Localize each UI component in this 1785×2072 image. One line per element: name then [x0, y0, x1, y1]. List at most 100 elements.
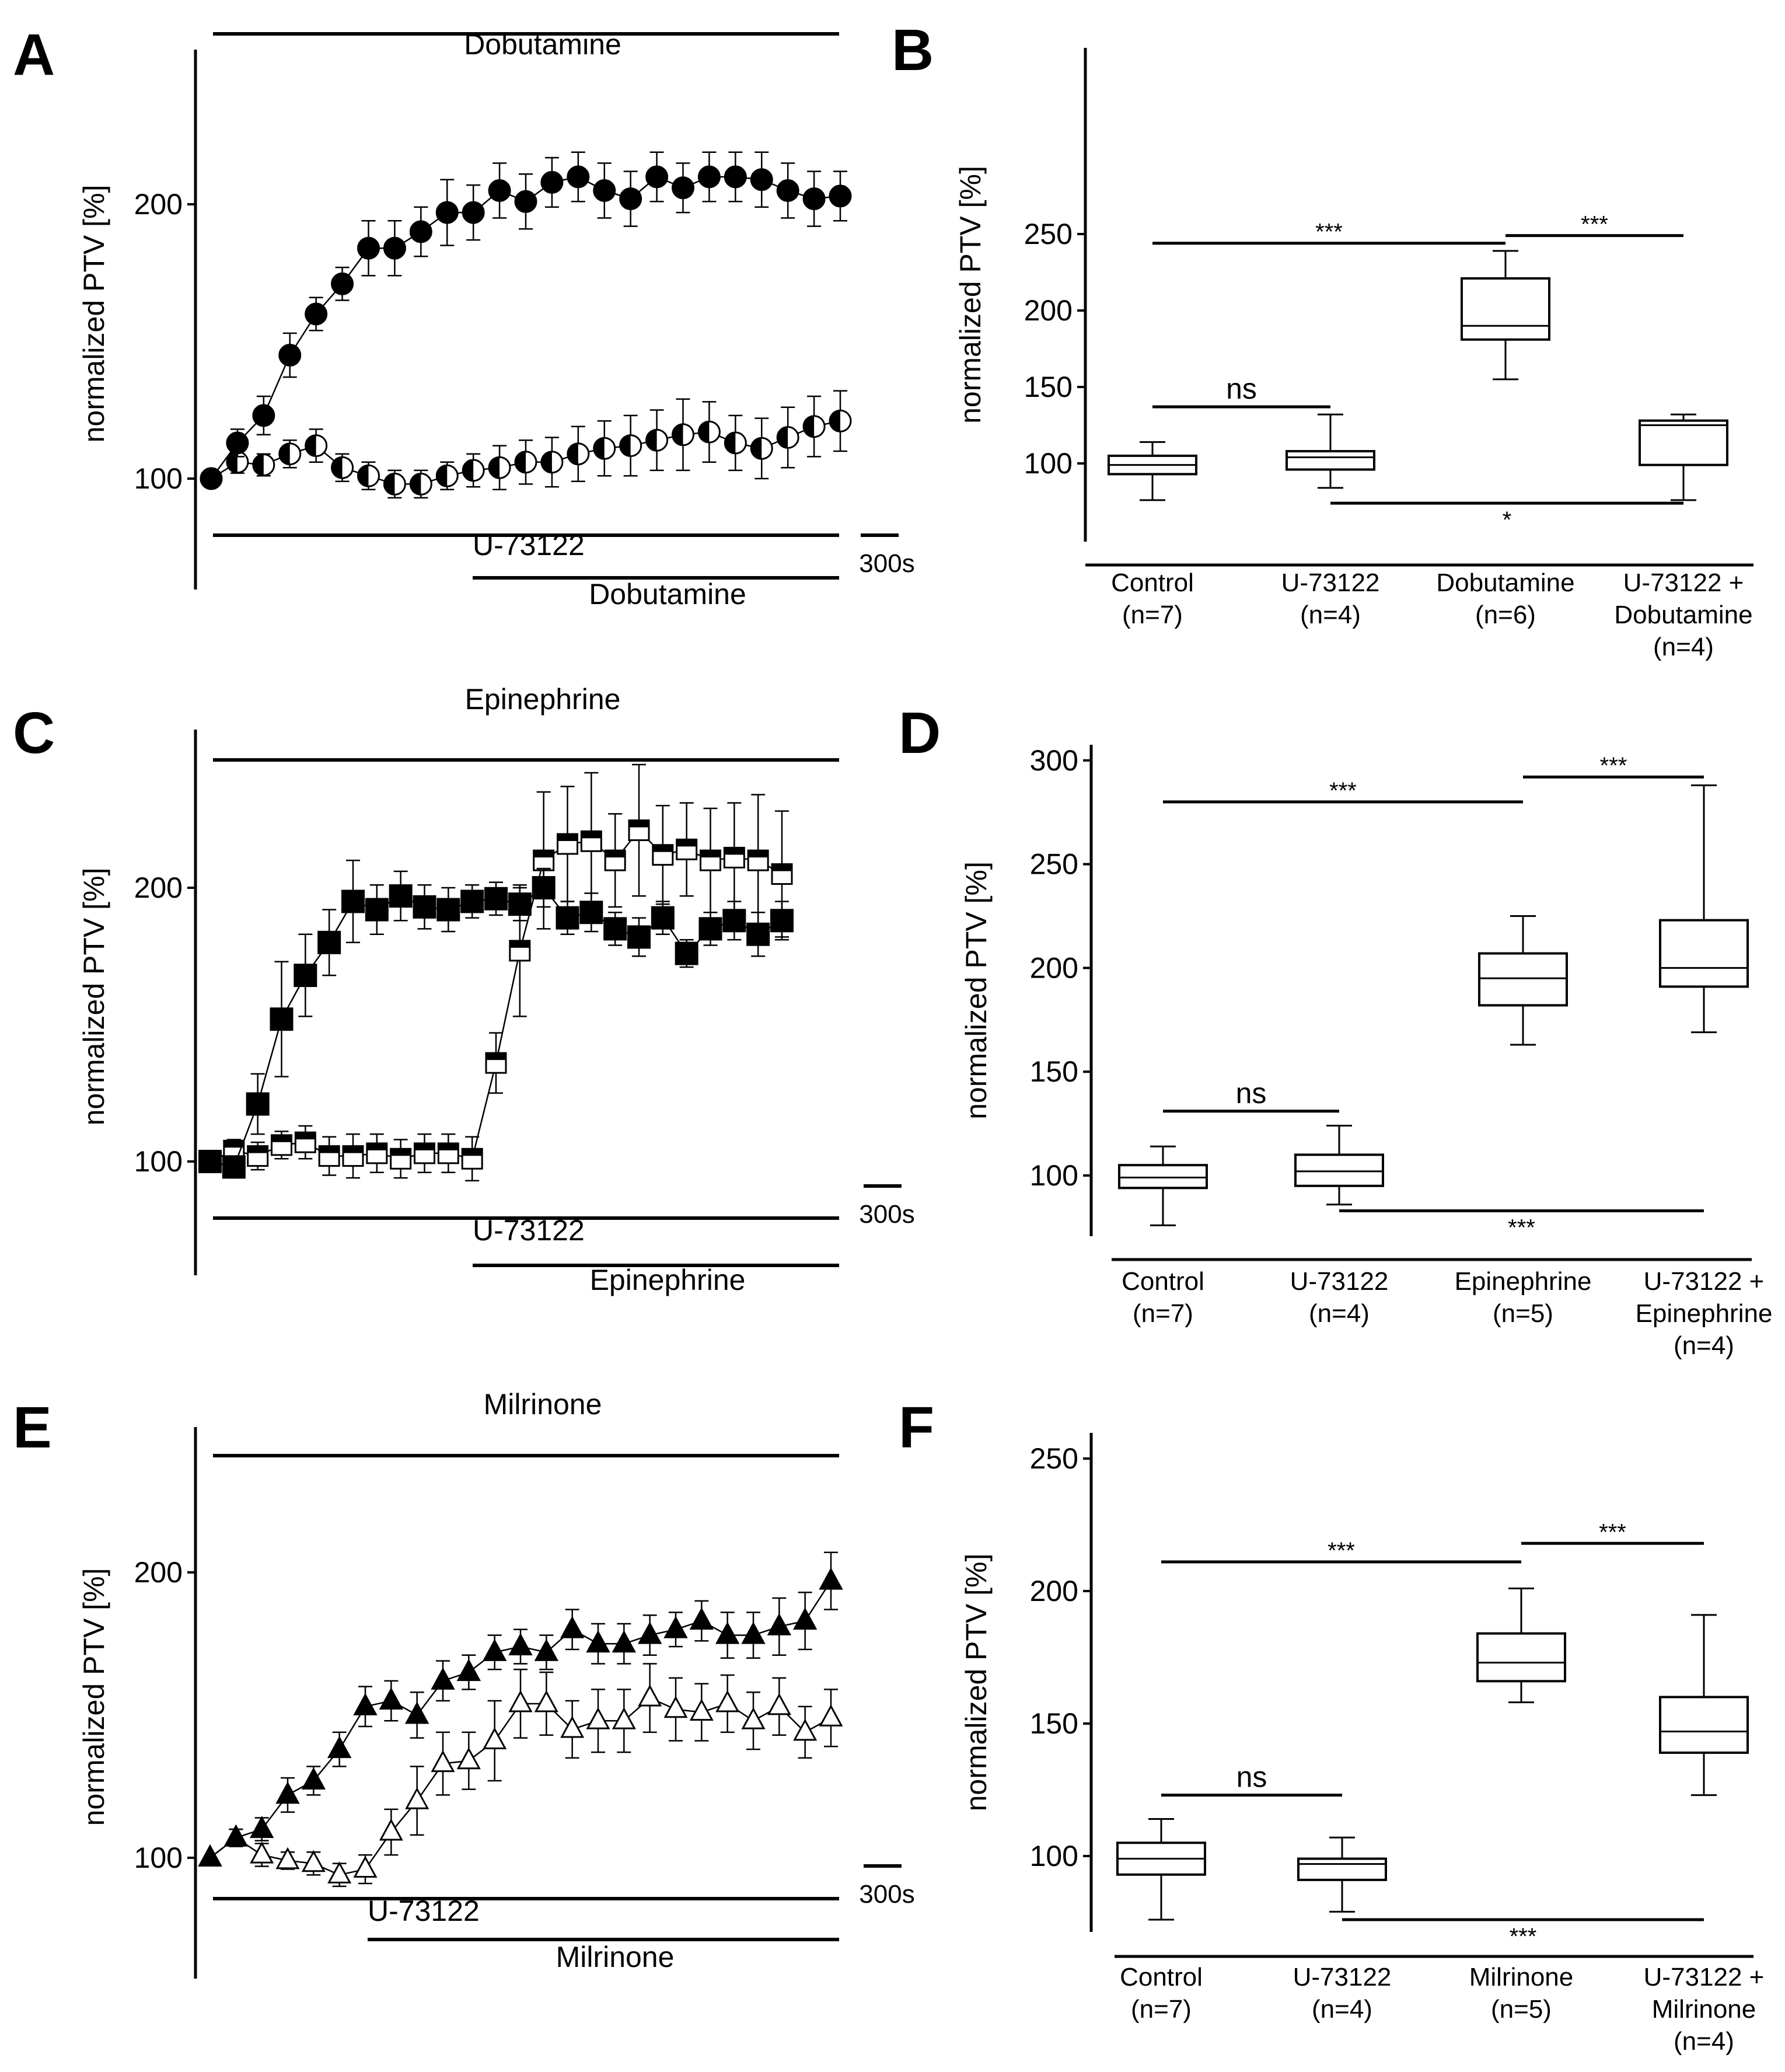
y-tick-label: 250 — [1024, 218, 1073, 250]
series-0 — [198, 1551, 843, 1867]
data-point — [514, 190, 537, 213]
box-0 — [1118, 1145, 1208, 1226]
box-iqr — [1118, 1164, 1208, 1190]
data-point — [593, 179, 616, 202]
x-category-label: Milrinone — [1652, 1995, 1756, 2024]
data-point — [663, 1616, 688, 1638]
x-category-label: Milrinone — [1469, 1963, 1574, 1991]
data-point — [802, 415, 826, 438]
data-point — [275, 1781, 300, 1804]
x-category-label: Epinephrine — [1636, 1299, 1773, 1328]
data-point — [819, 1567, 843, 1590]
series-1 — [200, 390, 852, 499]
data-point — [252, 454, 275, 476]
series-0 — [198, 859, 794, 1179]
panel-letter: E — [13, 1395, 52, 1460]
y-tick-label: 200 — [1030, 951, 1078, 984]
data-point — [722, 909, 746, 933]
significance-label: * — [1503, 507, 1512, 533]
data-point — [390, 1147, 412, 1170]
data-point — [341, 890, 365, 913]
panel-letter: A — [13, 22, 55, 88]
data-point — [793, 1718, 818, 1741]
significance-bracket: *** — [1505, 212, 1683, 238]
combined-treatment-label: Dobutamine — [589, 578, 746, 611]
data-point — [383, 236, 406, 260]
data-point — [603, 917, 627, 941]
x-category-label: Dobutamine — [1614, 601, 1752, 629]
box-3 — [1659, 1614, 1749, 1797]
data-point — [431, 1667, 455, 1690]
y-tick-label: 300 — [1030, 744, 1078, 777]
data-point — [580, 830, 602, 852]
significance-bracket: *** — [1161, 1538, 1521, 1564]
data-point — [246, 1092, 270, 1116]
data-point — [560, 1616, 585, 1638]
data-point — [413, 895, 436, 919]
data-point — [723, 846, 745, 868]
significance-bracket: ns — [1161, 1761, 1342, 1797]
x-category-label: (n=5) — [1493, 1299, 1553, 1328]
significance-label: *** — [1328, 1538, 1355, 1564]
box-2 — [1478, 915, 1568, 1046]
data-point — [593, 437, 616, 460]
inhibitor-label: U-73122 — [368, 1895, 480, 1927]
box-iqr — [1294, 1153, 1384, 1187]
data-point — [619, 434, 642, 458]
data-point — [409, 472, 432, 496]
top-treatment-label: Milrinone — [484, 1388, 602, 1421]
y-tick-label: 100 — [1030, 1159, 1078, 1192]
panel-F: F 100 150 200 250 normalized PTV [%] Control (n… — [899, 1395, 1764, 2056]
data-point — [508, 1633, 533, 1656]
significance-label: *** — [1508, 1215, 1535, 1240]
data-point — [747, 849, 769, 871]
x-category-label: Control — [1111, 568, 1194, 597]
box-1 — [1297, 1836, 1387, 1913]
y-tick-label: 150 — [1024, 371, 1073, 403]
box-3 — [1639, 413, 1728, 501]
data-point — [294, 964, 317, 988]
x-category-label: Epinephrine — [1455, 1267, 1592, 1296]
data-point — [638, 1684, 662, 1707]
data-point — [353, 1693, 378, 1715]
data-point — [357, 236, 380, 260]
data-point — [484, 887, 508, 911]
x-category-label: (n=7) — [1122, 601, 1183, 629]
significance-bracket: *** — [1521, 1519, 1704, 1545]
data-point — [404, 1701, 429, 1724]
x-category-label: (n=6) — [1475, 601, 1536, 629]
data-point — [556, 906, 579, 930]
data-point — [770, 909, 794, 933]
data-point — [771, 863, 793, 885]
data-point — [437, 1142, 459, 1164]
data-point — [829, 409, 852, 432]
box-2 — [1461, 250, 1550, 381]
data-point — [776, 426, 799, 449]
data-point — [409, 220, 432, 243]
data-point — [405, 1787, 429, 1809]
data-point — [579, 901, 603, 925]
x-category-label: (n=4) — [1674, 2027, 1734, 2056]
significance-bracket: *** — [1339, 1209, 1704, 1240]
data-point — [462, 459, 485, 482]
data-point — [365, 898, 389, 922]
x-category-label: U-73122 — [1290, 1267, 1389, 1296]
data-point — [697, 165, 721, 189]
x-category-label: (n=7) — [1133, 1299, 1193, 1328]
scale-bar-label: 300s — [859, 1200, 914, 1229]
data-point — [461, 1147, 483, 1170]
y-axis-label: normalized PTV [%] — [954, 166, 987, 424]
significance-label: *** — [1599, 1519, 1626, 1545]
scale-bar-label: 300s — [859, 549, 914, 578]
combined-treatment-label: Milrinone — [556, 1941, 675, 1973]
box-3 — [1659, 784, 1749, 1034]
data-point — [627, 925, 651, 949]
significance-label: ns — [1236, 1077, 1267, 1110]
significance-label: *** — [1315, 219, 1343, 245]
combined-treatment-label: Epinephrine — [590, 1264, 746, 1296]
data-point — [750, 437, 773, 460]
data-point — [226, 431, 249, 455]
data-point — [414, 1142, 435, 1164]
